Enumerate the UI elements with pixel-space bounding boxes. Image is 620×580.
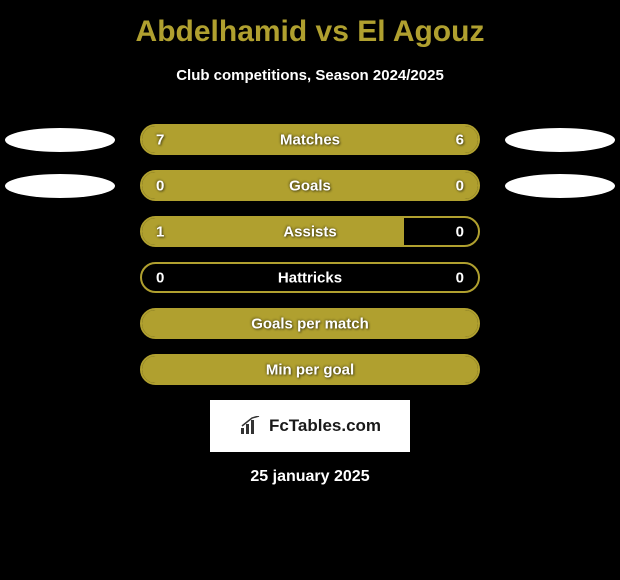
bar-track: Assists1 0 xyxy=(140,216,480,247)
logo-box: FcTables.com xyxy=(210,400,410,452)
logo-text: FcTables.com xyxy=(269,416,381,436)
ellipse-left xyxy=(5,128,115,152)
bar-value-left: 1 xyxy=(156,223,164,240)
bar-label: Hattricks xyxy=(142,269,478,286)
bar-label: Goals per match xyxy=(142,315,478,332)
date-text: 25 january 2025 xyxy=(250,468,369,486)
chart-icon xyxy=(239,416,263,436)
bar-track: Matches7 6 xyxy=(140,124,480,155)
stat-row: Assists1 0 xyxy=(0,216,620,248)
bar-track: Goals0 0 xyxy=(140,170,480,201)
bar-label: Goals xyxy=(142,177,478,194)
ellipse-left xyxy=(5,174,115,198)
bar-value-right: 0 xyxy=(456,269,464,286)
stat-row: Goals per match xyxy=(0,308,620,340)
stat-row: Hattricks0 0 xyxy=(0,262,620,294)
bar-label: Min per goal xyxy=(142,361,478,378)
stats-list: Matches76Goals00Assists10Hattricks00Goal… xyxy=(0,124,620,386)
bar-track: Goals per match xyxy=(140,308,480,339)
bar-value-right: 0 xyxy=(456,223,464,240)
bar-value-left: 7 xyxy=(156,131,164,148)
bar-value-right: 0 xyxy=(456,177,464,194)
ellipse-right xyxy=(505,128,615,152)
subtitle: Club competitions, Season 2024/2025 xyxy=(176,67,444,84)
bar-value-right: 6 xyxy=(456,131,464,148)
stat-row: Goals0 0 xyxy=(0,170,620,202)
bar-label: Matches xyxy=(142,131,478,148)
bar-value-left: 0 xyxy=(156,269,164,286)
bar-value-left: 0 xyxy=(156,177,164,194)
stat-row: Min per goal xyxy=(0,354,620,386)
bar-track: Hattricks0 0 xyxy=(140,262,480,293)
bar-track: Min per goal xyxy=(140,354,480,385)
page-title: Abdelhamid vs El Agouz xyxy=(136,15,485,49)
ellipse-right xyxy=(505,174,615,198)
comparison-container: Abdelhamid vs El Agouz Club competitions… xyxy=(0,0,620,496)
stat-row: Matches7 6 xyxy=(0,124,620,156)
bar-label: Assists xyxy=(142,223,478,240)
